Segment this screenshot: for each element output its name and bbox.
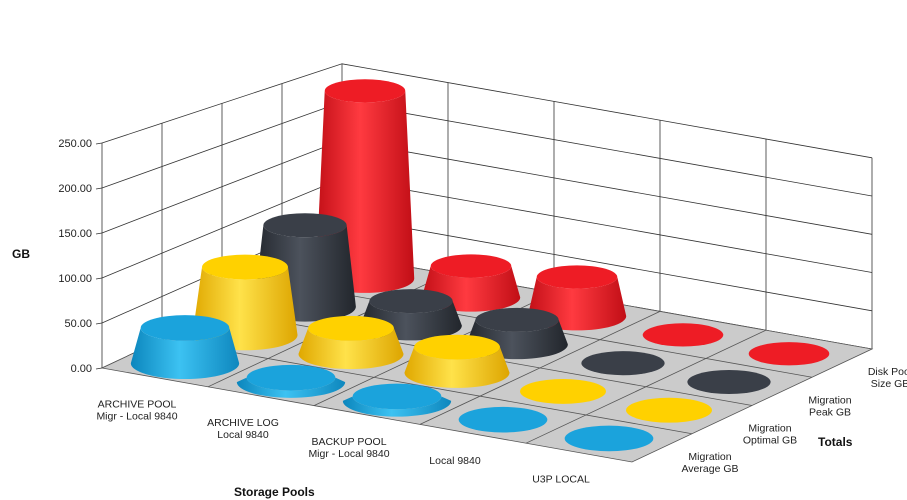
bar-cone-base bbox=[748, 342, 830, 366]
bar-cone-side bbox=[404, 347, 510, 388]
bar-cone-side bbox=[130, 327, 240, 380]
z-axis-title: Totals bbox=[818, 435, 853, 449]
bar-cone-base bbox=[581, 351, 665, 376]
bar-cone-top bbox=[202, 254, 288, 280]
bar-cone-base bbox=[458, 406, 548, 433]
bar-cone bbox=[130, 315, 240, 380]
bar-cone-base bbox=[520, 379, 606, 404]
bar-cone-top bbox=[308, 315, 394, 341]
bar-cone-base bbox=[626, 397, 712, 423]
bar-cone-base bbox=[687, 369, 771, 394]
category-label: U3P LOCAL bbox=[532, 474, 590, 486]
gridline bbox=[101, 139, 873, 235]
y-tick-label: 150.00 bbox=[58, 228, 92, 240]
floor-grid-line bbox=[161, 339, 693, 435]
bar-cone-base bbox=[564, 425, 654, 452]
chart-labels: 0.00 50.00 100.00 150.00 200.00 250.00 ARCHIVE… bbox=[58, 138, 907, 486]
bar-cone-top bbox=[430, 254, 512, 278]
y-tick-label: 200.00 bbox=[58, 183, 92, 195]
bar-cone bbox=[642, 323, 724, 347]
y-tick-mark bbox=[95, 142, 103, 145]
chart-marks bbox=[130, 79, 830, 452]
bar-cone-top bbox=[263, 213, 347, 238]
bar-cone-top bbox=[536, 265, 618, 289]
y-axis-title: GB bbox=[12, 247, 30, 261]
bar-cone-top bbox=[475, 307, 559, 332]
y-tick-label: 100.00 bbox=[58, 273, 92, 285]
category-label: ARCHIVE POOL Migr - Local 9840 bbox=[96, 398, 177, 422]
gridline bbox=[101, 101, 873, 197]
series-label: Migration Optimal GB bbox=[743, 423, 797, 447]
y-tick-label: 50.00 bbox=[64, 318, 92, 330]
bar-cone-side bbox=[342, 396, 452, 417]
series-label: Migration Peak GB bbox=[808, 394, 851, 418]
category-label: BACKUP POOL Migr - Local 9840 bbox=[308, 436, 389, 460]
bar-cone-top bbox=[414, 334, 500, 360]
bar-cone bbox=[298, 315, 404, 370]
y-tick-mark bbox=[95, 187, 103, 190]
x-axis-title: Storage Pools bbox=[234, 485, 315, 499]
category-label: Local 9840 bbox=[429, 455, 481, 467]
bar-cone bbox=[458, 406, 548, 433]
bar-cone bbox=[342, 383, 452, 417]
series-label: Migration Average GB bbox=[681, 451, 738, 475]
bar-cone-top bbox=[352, 383, 442, 410]
gridline bbox=[101, 63, 873, 159]
category-label: ARCHIVE LOG Local 9840 bbox=[207, 417, 279, 441]
bar-cone bbox=[520, 379, 606, 404]
y-tick-mark bbox=[95, 322, 103, 325]
bar-cone bbox=[404, 334, 510, 388]
bar-cone-side bbox=[298, 328, 404, 370]
bar-cone-top bbox=[324, 79, 406, 103]
bar-cone-top bbox=[246, 364, 336, 391]
y-tick-label: 0.00 bbox=[71, 363, 92, 375]
y-tick-mark bbox=[95, 367, 103, 370]
bar-cone-top bbox=[140, 315, 230, 341]
bar-cone bbox=[581, 351, 665, 376]
y-tick-mark bbox=[95, 232, 103, 235]
bar-cone-side bbox=[236, 377, 346, 398]
bar-cone bbox=[236, 364, 346, 398]
y-tick-label: 250.00 bbox=[58, 138, 92, 150]
series-label: Disk PoolSize GB bbox=[868, 366, 907, 390]
bar-cone bbox=[626, 397, 712, 423]
bar-cone bbox=[748, 342, 830, 366]
bar-cone bbox=[564, 425, 654, 452]
y-tick-mark bbox=[95, 277, 103, 280]
bar-cone bbox=[687, 369, 771, 394]
bar-cone-base bbox=[642, 323, 724, 347]
bar-cone-top bbox=[369, 289, 453, 314]
